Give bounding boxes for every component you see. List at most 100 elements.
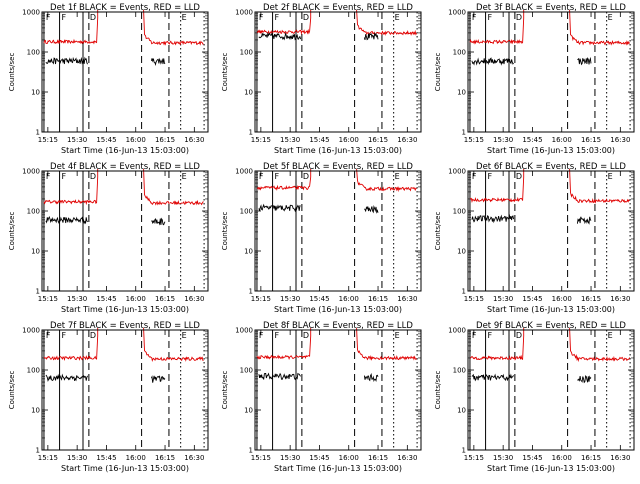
y-axis-label: Counts/sec — [434, 371, 442, 410]
marker-letter: F — [259, 13, 264, 22]
x-axis-label: Start Time (16-Jun-13 15:03:00) — [487, 464, 615, 473]
x-tick-label: 15:45 — [309, 454, 329, 462]
plot-panel: Det 7f BLACK = Events, RED = LLD Counts/s… — [8, 321, 209, 473]
marker-letter: E — [608, 13, 613, 22]
y-tick-label: 100 — [240, 367, 253, 375]
marker-letter: E — [395, 13, 400, 22]
lld-series-line-pre — [469, 328, 525, 361]
events-series-line-post — [577, 375, 592, 384]
x-tick-label: 16:30 — [610, 136, 630, 144]
y-tick-label: 1000 — [448, 327, 466, 335]
lld-series-line-post — [569, 327, 631, 363]
lld-series-line-post — [143, 327, 204, 363]
events-series-line-post — [576, 216, 592, 225]
x-tick-label: 16:30 — [184, 295, 204, 303]
marker-letter: F — [46, 331, 51, 340]
y-tick-label: 10 — [457, 407, 466, 415]
x-tick-label: 15:45 — [309, 136, 329, 144]
x-tick-label: 16:15 — [155, 136, 175, 144]
y-axis-label: Counts/sec — [434, 212, 442, 251]
plot-panel: Det 5f BLACK = Events, RED = LLD Counts/s… — [221, 162, 422, 314]
y-tick-label: 1000 — [235, 9, 253, 17]
x-tick-label: 15:15 — [464, 295, 484, 303]
x-tick-label: 15:30 — [67, 454, 87, 462]
x-tick-label: 16:00 — [552, 295, 572, 303]
x-tick-label: 16:15 — [581, 454, 601, 462]
plot-title: Det 6f BLACK = Events, RED = LLD — [476, 162, 626, 172]
y-tick-label: 1 — [36, 288, 40, 296]
lld-series-line-pre — [43, 10, 99, 45]
plot-title: Det 8f BLACK = Events, RED = LLD — [263, 321, 413, 331]
x-tick-label: 15:15 — [251, 136, 271, 144]
y-axis-label: Counts/sec — [8, 212, 16, 251]
marker-letter: E — [608, 172, 613, 181]
events-series-line-post — [364, 204, 379, 214]
x-axis-label: Start Time (16-Jun-13 15:03:00) — [61, 146, 189, 155]
events-series-line-pre — [45, 56, 89, 65]
x-tick-label: 16:00 — [126, 295, 146, 303]
marker-letter: F — [275, 172, 280, 181]
events-series-line-post — [577, 56, 592, 66]
marker-letter: D — [303, 13, 309, 22]
x-tick-label: 16:30 — [610, 454, 630, 462]
plot-panel: Det 9f BLACK = Events, RED = LLD Counts/s… — [434, 321, 635, 473]
x-tick-label: 16:00 — [126, 454, 146, 462]
y-tick-label: 1000 — [448, 9, 466, 17]
x-tick-label: 15:45 — [522, 295, 542, 303]
events-series-line-post — [363, 32, 379, 41]
y-tick-label: 1 — [36, 129, 40, 137]
y-tick-label: 1 — [462, 447, 466, 455]
x-tick-label: 15:15 — [464, 136, 484, 144]
x-tick-label: 16:00 — [339, 454, 359, 462]
y-tick-label: 1000 — [22, 327, 40, 335]
events-series-line-post — [363, 372, 379, 383]
marker-letter: D — [516, 172, 522, 181]
plot-frame — [467, 11, 635, 133]
plot-panel: Det 3f BLACK = Events, RED = LLD Counts/s… — [434, 3, 635, 155]
marker-letter: F — [472, 331, 477, 340]
y-tick-label: 10 — [31, 407, 40, 415]
y-tick-label: 1000 — [22, 9, 40, 17]
x-tick-label: 15:30 — [493, 136, 513, 144]
x-axis-label: Start Time (16-Jun-13 15:03:00) — [274, 464, 402, 473]
x-axis-label: Start Time (16-Jun-13 15:03:00) — [274, 146, 402, 155]
x-tick-label: 16:00 — [552, 136, 572, 144]
marker-letter: D — [90, 172, 96, 181]
marker-letter: F — [62, 172, 67, 181]
lld-series-line-post — [569, 168, 630, 204]
plot-panel: Det 8f BLACK = Events, RED = LLD Counts/s… — [221, 321, 422, 473]
y-tick-label: 100 — [27, 208, 40, 216]
events-series-line-pre — [471, 214, 515, 224]
y-axis-label: Counts/sec — [221, 371, 229, 410]
y-tick-label: 100 — [27, 49, 40, 57]
x-tick-label: 16:00 — [339, 295, 359, 303]
events-series-line-post — [150, 57, 166, 66]
x-tick-label: 15:30 — [280, 136, 300, 144]
x-axis-label: Start Time (16-Jun-13 15:03:00) — [61, 305, 189, 314]
x-tick-label: 15:45 — [309, 295, 329, 303]
plot-frame — [254, 329, 422, 451]
marker-letter: F — [488, 331, 493, 340]
y-tick-label: 1 — [462, 288, 466, 296]
y-axis-label: Counts/sec — [8, 53, 16, 92]
marker-letter: F — [259, 172, 264, 181]
lld-series-line-post — [143, 168, 204, 206]
y-tick-label: 100 — [453, 208, 466, 216]
plot-frame — [467, 329, 635, 451]
plot-title: Det 1f BLACK = Events, RED = LLD — [50, 3, 200, 13]
x-tick-label: 16:15 — [155, 454, 175, 462]
y-tick-label: 1 — [249, 447, 253, 455]
x-tick-label: 15:30 — [67, 136, 87, 144]
plot-title: Det 4f BLACK = Events, RED = LLD — [50, 162, 200, 172]
x-tick-label: 16:30 — [397, 454, 417, 462]
events-series-line-pre — [45, 373, 89, 382]
x-tick-label: 15:30 — [493, 295, 513, 303]
events-series-line-pre — [471, 57, 514, 66]
y-tick-label: 100 — [240, 208, 253, 216]
lld-series-line-pre — [43, 328, 99, 362]
plot-title: Det 5f BLACK = Events, RED = LLD — [263, 162, 413, 172]
marker-letter: F — [472, 13, 477, 22]
marker-letter: E — [608, 331, 613, 340]
marker-letter: F — [46, 13, 51, 22]
